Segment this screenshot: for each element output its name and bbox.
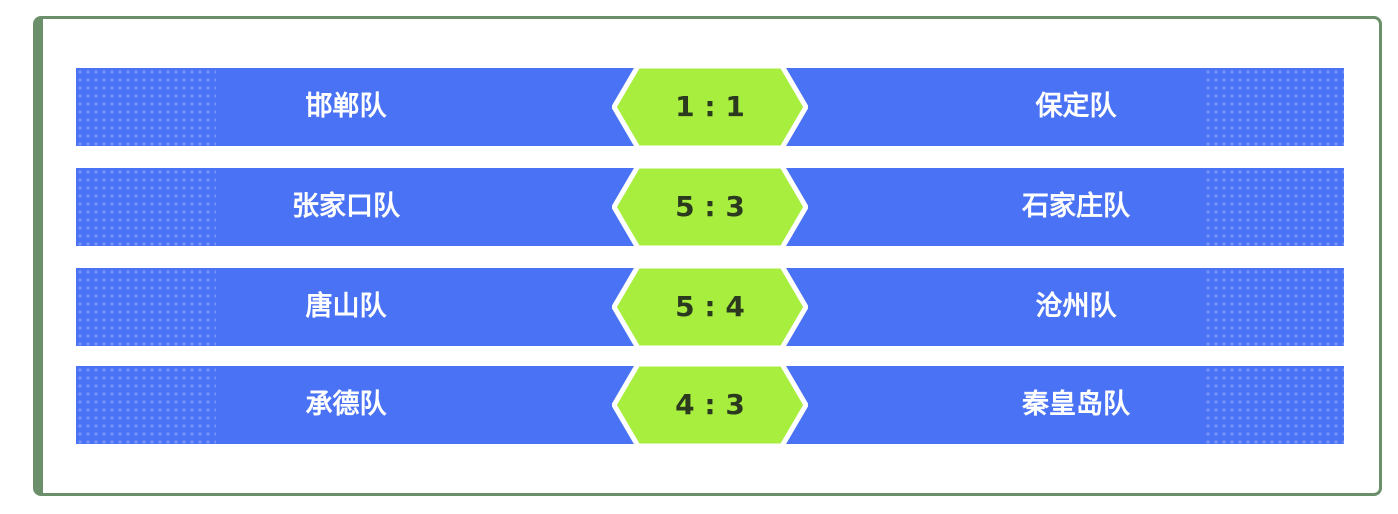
- dot-pattern: [76, 366, 216, 444]
- score-badge: [612, 168, 808, 246]
- score: 1 : 1: [675, 90, 745, 123]
- score-badge: [612, 366, 808, 444]
- away-team: 保定队: [1035, 91, 1117, 122]
- home-team: 张家口队: [292, 191, 400, 222]
- home-team: 邯郸队: [305, 91, 387, 122]
- away-team: 秦皇岛队: [1022, 389, 1130, 420]
- away-team: 石家庄队: [1022, 191, 1130, 222]
- hexagon: [612, 168, 808, 246]
- dot-pattern: [1204, 366, 1344, 444]
- score-badge: [612, 68, 808, 146]
- hexagon: [612, 366, 808, 444]
- home-team: 承德队: [305, 389, 387, 420]
- score: 5 : 4: [675, 290, 745, 323]
- away-team: 沧州队: [1035, 291, 1117, 322]
- dot-pattern: [1204, 68, 1344, 146]
- score-badge: [612, 268, 808, 346]
- dot-pattern: [76, 268, 216, 346]
- match-row: 承德队 秦皇岛队 4 : 3: [76, 366, 1344, 444]
- match-row: 邯郸队 保定队 1 : 1: [76, 68, 1344, 146]
- score: 4 : 3: [675, 388, 745, 421]
- score: 5 : 3: [675, 190, 745, 223]
- dot-pattern: [76, 168, 216, 246]
- match-row: 张家口队 石家庄队 5 : 3: [76, 168, 1344, 246]
- hexagon: [612, 268, 808, 346]
- home-team: 唐山队: [305, 291, 387, 322]
- dot-pattern: [76, 68, 216, 146]
- dot-pattern: [1204, 168, 1344, 246]
- match-row: 唐山队 沧州队 5 : 4: [76, 268, 1344, 346]
- dot-pattern: [1204, 268, 1344, 346]
- hexagon: [612, 68, 808, 146]
